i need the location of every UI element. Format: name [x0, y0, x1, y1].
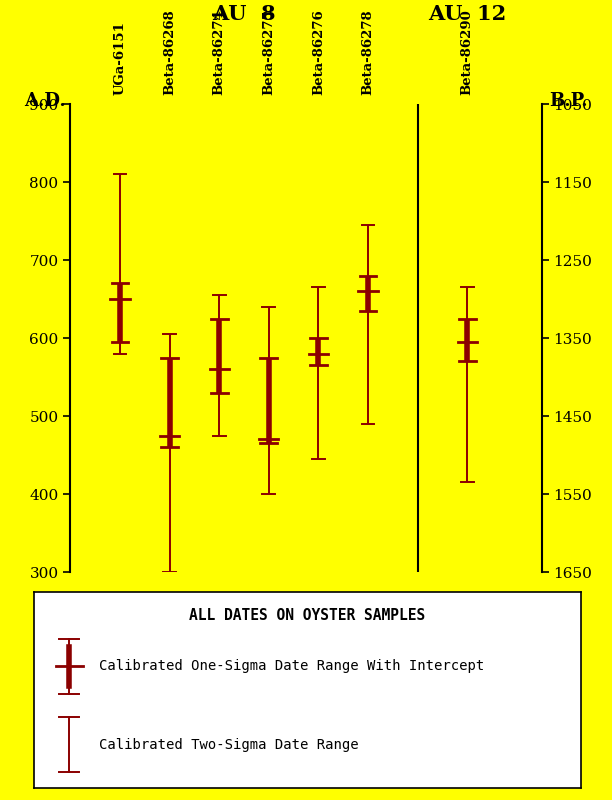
- Text: Beta-86275: Beta-86275: [263, 9, 275, 94]
- Text: Beta-86268: Beta-86268: [163, 9, 176, 94]
- Text: Beta-86276: Beta-86276: [312, 9, 325, 94]
- Text: Beta-86274: Beta-86274: [213, 9, 226, 94]
- Text: AU  8: AU 8: [212, 5, 276, 25]
- Text: AU  12: AU 12: [428, 5, 506, 25]
- Text: A.D.: A.D.: [24, 92, 66, 110]
- Text: UGa-6151: UGa-6151: [113, 21, 127, 94]
- Text: Beta-86290: Beta-86290: [461, 9, 474, 94]
- Text: Calibrated Two-Sigma Date Range: Calibrated Two-Sigma Date Range: [99, 738, 359, 752]
- Text: Calibrated One-Sigma Date Range With Intercept: Calibrated One-Sigma Date Range With Int…: [99, 659, 485, 674]
- Text: B.P.: B.P.: [549, 92, 588, 110]
- Text: Beta-86278: Beta-86278: [362, 9, 375, 94]
- Text: ALL DATES ON OYSTER SAMPLES: ALL DATES ON OYSTER SAMPLES: [189, 608, 426, 623]
